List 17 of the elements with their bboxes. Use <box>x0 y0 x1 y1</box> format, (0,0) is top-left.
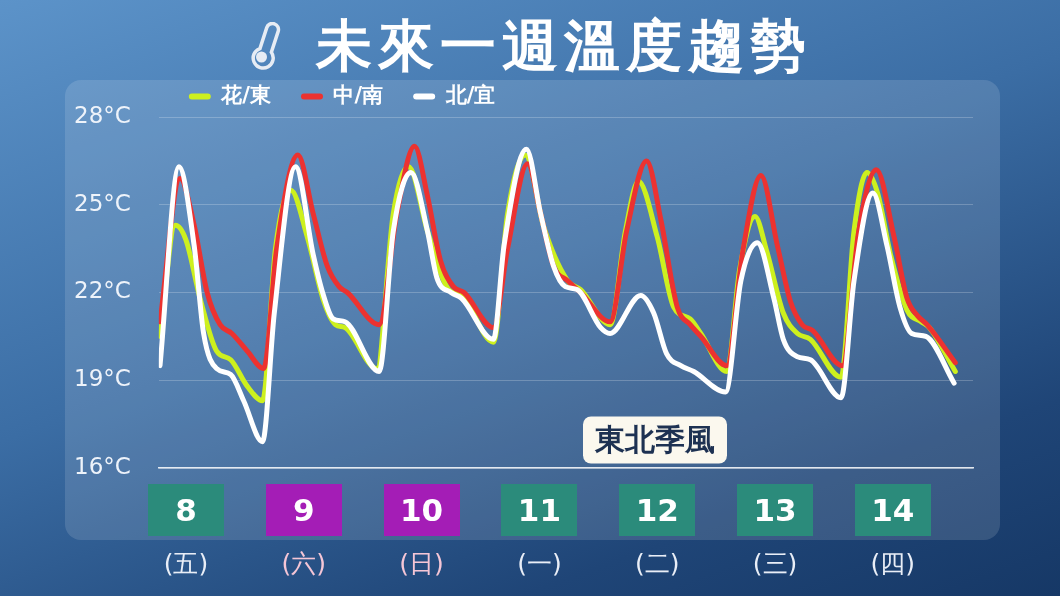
annotation: 東北季風 <box>595 420 716 459</box>
y-tick-label: 28°C <box>74 101 131 128</box>
y-tick-label: 19°C <box>74 365 131 392</box>
y-tick-label: 16°C <box>74 452 131 479</box>
legend-label: 花/東 <box>220 82 271 107</box>
y-tick-label: 25°C <box>74 189 131 216</box>
chart-title: 未來一週溫度趨勢 <box>316 13 812 78</box>
x-tick-label: 12 (二) <box>634 492 680 578</box>
x-tick-label: 10 (日) <box>399 492 444 578</box>
legend-label: 北/宜 <box>444 82 496 107</box>
x-tick-label: 13 (三) <box>752 492 798 578</box>
x-tick-label: 14 (四) <box>870 492 916 578</box>
x-tick-label: 11 (一) <box>517 492 562 578</box>
legend-label: 中/南 <box>333 82 384 107</box>
x-tick-label: 9 (六) <box>281 492 326 578</box>
y-tick-label: 22°C <box>74 277 131 304</box>
x-tick-label: 8 (五) <box>163 492 209 578</box>
